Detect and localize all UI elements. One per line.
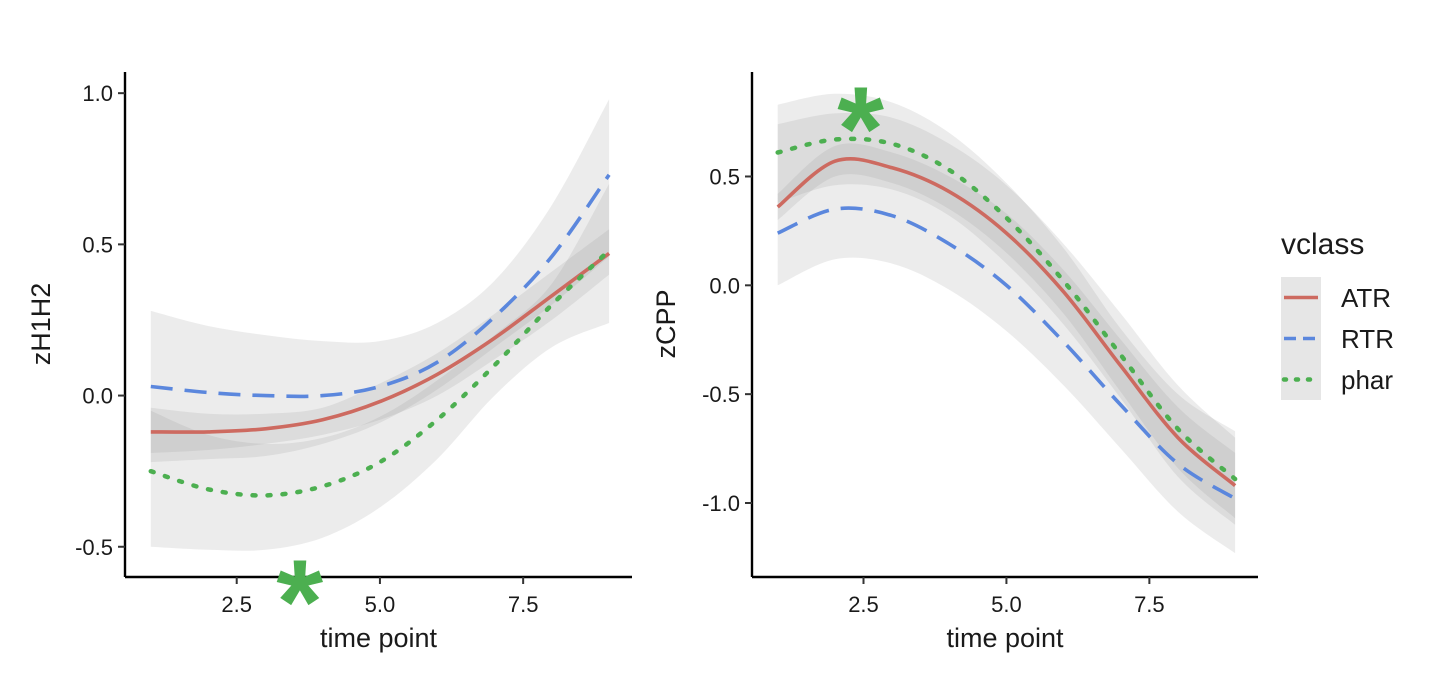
- y-tick-label: -0.5: [75, 535, 113, 560]
- significance-asterisk: *: [276, 535, 323, 669]
- y-axis-title: zCPP: [651, 289, 681, 358]
- y-tick-label: 1.0: [82, 81, 113, 106]
- ribbon-rtr: [150, 99, 610, 463]
- y-tick-label: 0.0: [709, 273, 740, 298]
- significance-asterisk: *: [837, 62, 884, 196]
- legend-title: vclass: [1281, 228, 1364, 261]
- x-tick-label: 2.5: [848, 592, 879, 617]
- ribbon-phar: [777, 112, 1236, 525]
- y-tick-label: -0.5: [702, 382, 740, 407]
- series-line-rtr: [776, 206, 1237, 501]
- series-line-phar: [148, 248, 612, 498]
- x-tick-label: 5.0: [991, 592, 1022, 617]
- x-tick-label: 5.0: [365, 592, 396, 617]
- y-axis-title: zH1H2: [26, 283, 56, 366]
- right-panel: -1.0 -0.5 0.0 0.5 2.5 5.0 7.5 time point zCPP *: [651, 62, 1258, 653]
- x-tick-label: 7.5: [1134, 592, 1165, 617]
- x-tick-label: 2.5: [221, 592, 252, 617]
- x-axis-title: time point: [320, 623, 438, 653]
- series-line-rtr: [150, 173, 611, 399]
- y-tick-label: -1.0: [702, 491, 740, 516]
- ribbon-rtr: [777, 93, 1236, 554]
- x-axis-title: time point: [946, 623, 1064, 653]
- legend-label-atr: ATR: [1341, 283, 1391, 313]
- series-line-phar: [775, 136, 1238, 482]
- y-tick-label: 0.5: [709, 164, 740, 189]
- legend: vclass ATR RTR phar: [1281, 228, 1394, 400]
- ribbon-phar: [150, 183, 610, 551]
- legend-label-phar: phar: [1341, 365, 1393, 395]
- x-tick-label: 7.5: [508, 592, 539, 617]
- y-tick-label: 0.0: [82, 384, 113, 409]
- legend-items: ATR RTR phar: [1281, 277, 1394, 400]
- series-line-atr: [776, 156, 1237, 487]
- legend-label-rtr: RTR: [1341, 324, 1394, 354]
- left-panel: -0.5 0.0 0.5 1.0 2.5 5.0 7.5 time point zH1H2 *: [26, 72, 632, 669]
- series-line-atr: [150, 251, 611, 434]
- y-tick-label: 0.5: [82, 232, 113, 257]
